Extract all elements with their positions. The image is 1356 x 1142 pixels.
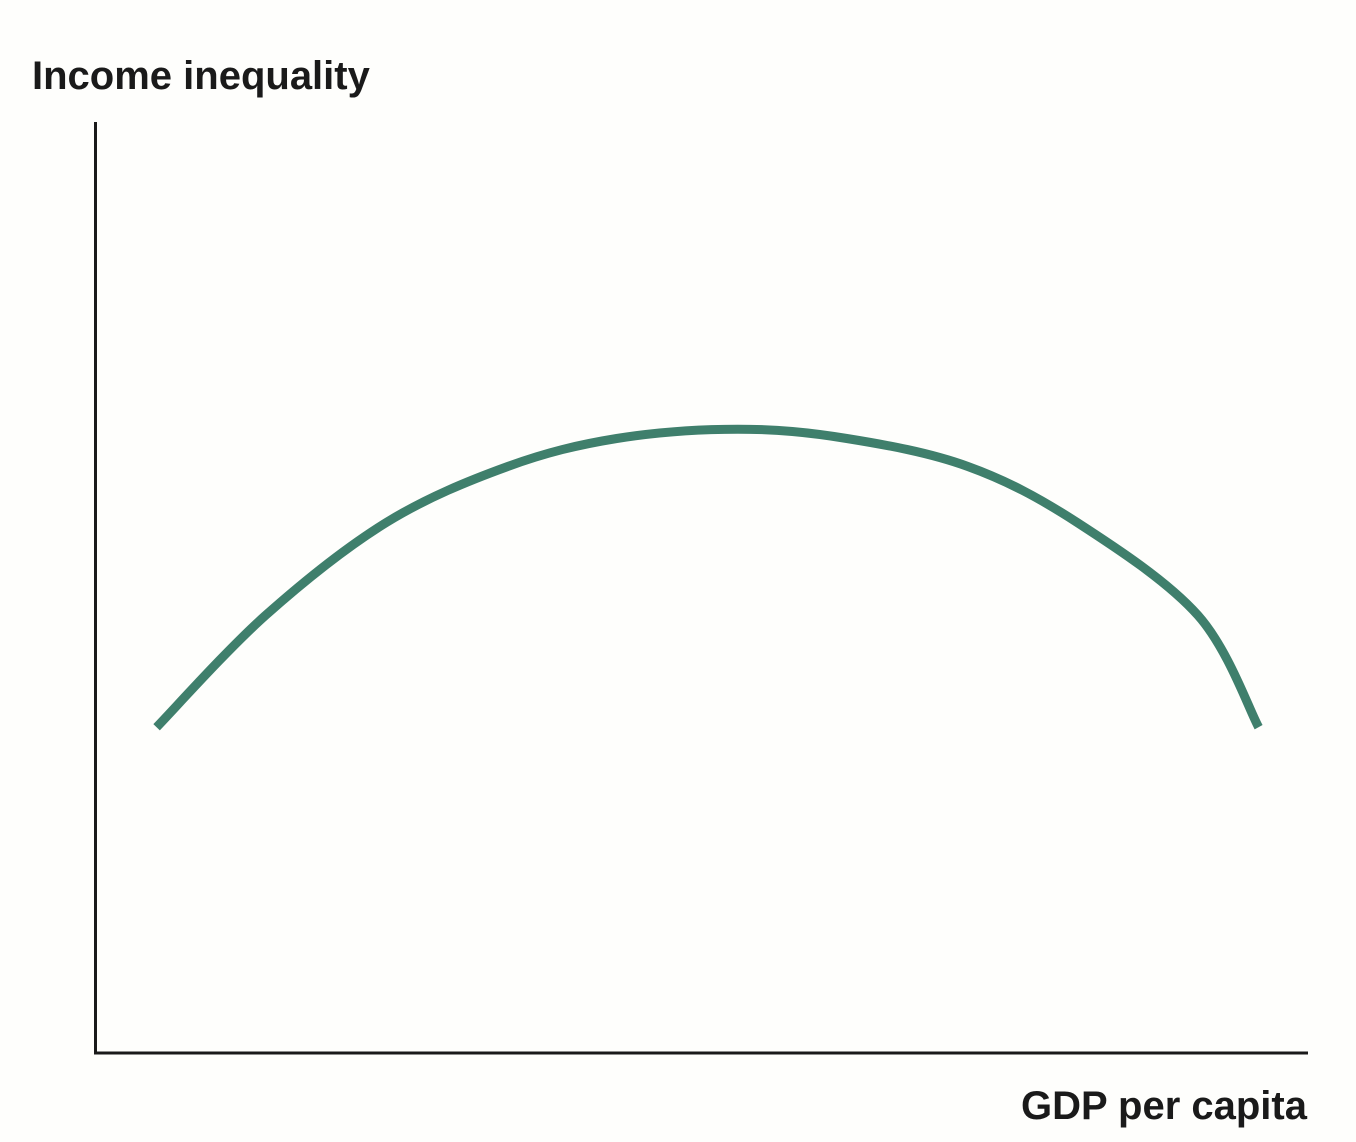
series-line-0 bbox=[153, 424, 1263, 731]
x-axis-label: GDP per capita bbox=[1021, 1084, 1308, 1128]
series-layer bbox=[153, 424, 1263, 731]
y-axis-label: Income inequality bbox=[32, 54, 371, 98]
